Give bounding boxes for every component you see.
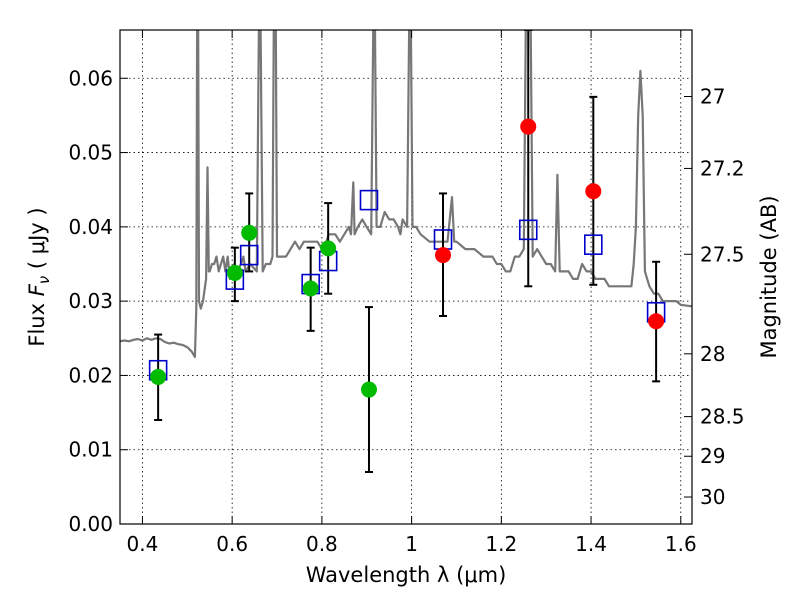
photometry-point <box>648 313 665 330</box>
y-tick-label: 0.06 <box>68 66 113 90</box>
y-tick-label: 0.01 <box>68 438 113 462</box>
photometry-point <box>585 183 602 200</box>
photometry-point <box>520 118 537 135</box>
plot-area <box>120 30 692 524</box>
y-axis-label: Flux Fν ( μJy ) <box>25 207 53 346</box>
y-tick-label: 0.03 <box>68 289 113 313</box>
model-band-square <box>239 244 259 266</box>
photometry-point <box>241 224 258 241</box>
axis-ticks: 0.4 0.6 0.8 1 1.2 1.4 1.6 0.00 0.01 0.02 0.03 0.04 0… <box>68 30 745 556</box>
model-spectrum <box>120 30 692 358</box>
x-axis-label: Wavelength λ (μm) <box>306 563 507 587</box>
y2-axis-label: Magnitude (AB) <box>757 195 781 358</box>
x-tick-label: 1.4 <box>575 532 607 556</box>
photometry-point <box>320 240 337 257</box>
y-tick-label: 0.04 <box>68 215 113 239</box>
y2-tick-label: 27.5 <box>700 242 745 266</box>
x-tick-label: 1 <box>405 532 418 556</box>
x-tick-label: 0.4 <box>127 532 159 556</box>
y-tick-label: 0.00 <box>68 512 113 536</box>
model-band-square <box>518 219 538 241</box>
x-tick-label: 0.8 <box>306 532 338 556</box>
x-tick-label: 0.6 <box>216 532 248 556</box>
y2-tick-label: 30 <box>700 485 725 509</box>
model-band-square <box>359 189 379 211</box>
y2-tick-label: 29 <box>700 444 725 468</box>
y2-tick-label: 27.2 <box>700 156 745 180</box>
photometry-point <box>150 368 167 385</box>
y2-tick-label: 27 <box>700 85 725 109</box>
data-markers <box>148 118 666 398</box>
x-tick-label: 1.6 <box>665 532 697 556</box>
plot-frame <box>119 29 693 525</box>
y-tick-label: 0.05 <box>68 141 113 165</box>
x-tick-label: 1.2 <box>485 532 517 556</box>
spectrum-line <box>120 30 692 358</box>
y-tick-label: 0.02 <box>68 363 113 387</box>
photometry-point <box>226 264 243 281</box>
photometry-point <box>435 247 452 264</box>
photometry-point <box>360 381 377 398</box>
photometry-point <box>302 280 319 297</box>
y2-tick-label: 28 <box>700 342 725 366</box>
y2-tick-label: 28.5 <box>700 405 745 429</box>
model-band-square <box>584 234 603 255</box>
